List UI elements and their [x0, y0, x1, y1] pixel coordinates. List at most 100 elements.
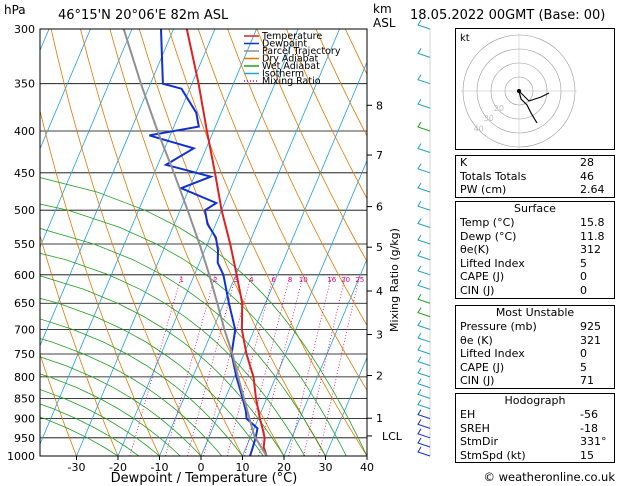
- legend-entry: Dry Adiabat: [262, 54, 319, 65]
- legend-entry: Isotherm: [262, 69, 304, 80]
- wind-barb: [417, 19, 431, 30]
- hodograph-kt-label: kt: [460, 33, 470, 44]
- series-dewpoint-line: [149, 29, 259, 456]
- hodograph-origin: [517, 89, 521, 93]
- mixing-ratio-label: 6: [271, 276, 276, 284]
- table-row: θe(K) 312: [460, 243, 601, 257]
- dry-adiabat-line: [40, 234, 119, 456]
- pressure-tick-label: 800: [14, 371, 35, 384]
- isotherm-line: [40, 29, 216, 446]
- hodograph-table: Hodograph EH -56 SREH -18 StmDir 331° StmSp…: [455, 393, 615, 464]
- mixing-ratio-line: [187, 274, 237, 456]
- copyright-footer: © weatheronline.co.uk: [483, 470, 615, 484]
- wind-barb: [417, 320, 431, 330]
- pressure-tick-label: 950: [14, 432, 35, 445]
- isotherm-line: [0, 29, 8, 456]
- mixing-ratio-label: 25: [355, 276, 364, 284]
- hodograph-storm-vector: [518, 90, 550, 102]
- wind-barb: [417, 218, 431, 228]
- table-row: PW (cm) 2.64: [460, 183, 605, 197]
- wind-barb: [417, 98, 431, 109]
- mixing-ratio-label: 2: [213, 276, 217, 284]
- hodograph-ring-label: 30: [484, 114, 494, 123]
- pressure-tick-label: 500: [14, 204, 35, 217]
- wet-adiabat-line: [40, 373, 181, 456]
- x-tick-label: 30: [319, 461, 333, 474]
- table-row: Lifted Index 5: [460, 256, 587, 270]
- wet-adiabat-line: [40, 403, 140, 456]
- wet-adiabat-line: [40, 356, 202, 456]
- isotherm-line: [40, 29, 174, 347]
- mixing-ratio-axis-label: Mixing Ratio (g/kg): [388, 228, 401, 332]
- legend-entry: Mixing Ratio: [262, 76, 321, 87]
- legend-entry: Parcel Trajectory: [262, 46, 341, 57]
- wind-barb: [417, 446, 431, 457]
- isotherm-line: [200, 61, 367, 456]
- wind-barb: [417, 356, 431, 367]
- surface-table: Surface Temp (°C) 15.8 Dewp (°C) 11.8 θe(K…: [455, 201, 615, 299]
- km-tick-label: 2: [376, 370, 383, 383]
- series-temperature-line: [185, 29, 268, 456]
- pressure-tick-label: 900: [14, 413, 35, 426]
- pressure-tick-label: 700: [14, 324, 35, 337]
- table-row: StmSpd (kt) 15: [460, 448, 594, 462]
- table-row: Lifted Index 0: [460, 347, 587, 361]
- wind-barb: [417, 182, 431, 193]
- table-row: Totals Totals 46: [460, 169, 594, 183]
- wet-adiabat-line: [40, 275, 285, 456]
- wind-barb: [417, 419, 431, 429]
- legend-entry: Temperature: [261, 31, 322, 42]
- hodograph-trace: [518, 90, 538, 124]
- wind-barb: [417, 389, 431, 399]
- wind-barb: [417, 265, 431, 276]
- pressure-tick-label: 400: [14, 125, 35, 138]
- chart-series: [122, 29, 268, 456]
- isotherm-line: [117, 29, 299, 456]
- legend-entry: Dewpoint: [262, 39, 307, 50]
- dry-adiabat-line: [50, 29, 202, 456]
- hodograph-panel: kt 20 30 40: [455, 28, 615, 150]
- wind-barb: [417, 250, 431, 261]
- table-row: Temp (°C) 15.8: [460, 216, 605, 229]
- dry-adiabat-line: [40, 109, 160, 456]
- x-tick-label: 40: [360, 461, 374, 474]
- wet-adiabat-line: [40, 177, 367, 456]
- wind-barb: [417, 409, 431, 420]
- chart-grid: [0, 29, 367, 456]
- wind-barb: [417, 143, 431, 154]
- mixing-ratio-label: 16: [327, 276, 336, 284]
- x-axis-label: Dewpoint / Temperature (°C): [111, 471, 298, 486]
- km-tick-label: 7: [376, 149, 383, 162]
- wind-barb: [417, 74, 431, 85]
- pressure-tick-label: 1000: [7, 450, 35, 463]
- wind-barb: [417, 399, 431, 410]
- x-tick-label: -30: [68, 461, 86, 474]
- mixing-ratio-line: [303, 274, 346, 456]
- dry-adiabat-line: [40, 353, 77, 456]
- mixing-ratio-line: [203, 274, 252, 456]
- x-tick-label: 0: [198, 461, 205, 474]
- wind-barb: [417, 367, 431, 378]
- pressure-tick-label: 750: [14, 348, 35, 361]
- wind-barb: [417, 437, 431, 448]
- x-tick-label: 10: [236, 461, 250, 474]
- pressure-tick-label: 650: [14, 297, 35, 310]
- mixing-ratio-line: [226, 274, 275, 456]
- wet-adiabat-line: [40, 203, 347, 456]
- section-title: Most Unstable: [495, 306, 575, 319]
- most-unstable-table: Most Unstable Pressure (mb) 925 θe (K) 321…: [455, 305, 615, 389]
- x-tick-label: 20: [277, 461, 291, 474]
- mixing-ratio-label: 8: [288, 276, 292, 284]
- wind-barb: [417, 378, 431, 389]
- isotherm-line: [325, 356, 367, 456]
- section-title: Hodograph: [504, 394, 566, 407]
- hodograph-ring-label: 20: [494, 104, 504, 113]
- datetime-title: 18.05.2022 00GMT (Base: 00): [410, 8, 605, 23]
- wind-barb: [417, 307, 431, 318]
- pressure-tick-label: 450: [14, 167, 35, 180]
- mixing-ratio-line: [288, 274, 333, 456]
- dry-adiabat-line: [286, 29, 367, 200]
